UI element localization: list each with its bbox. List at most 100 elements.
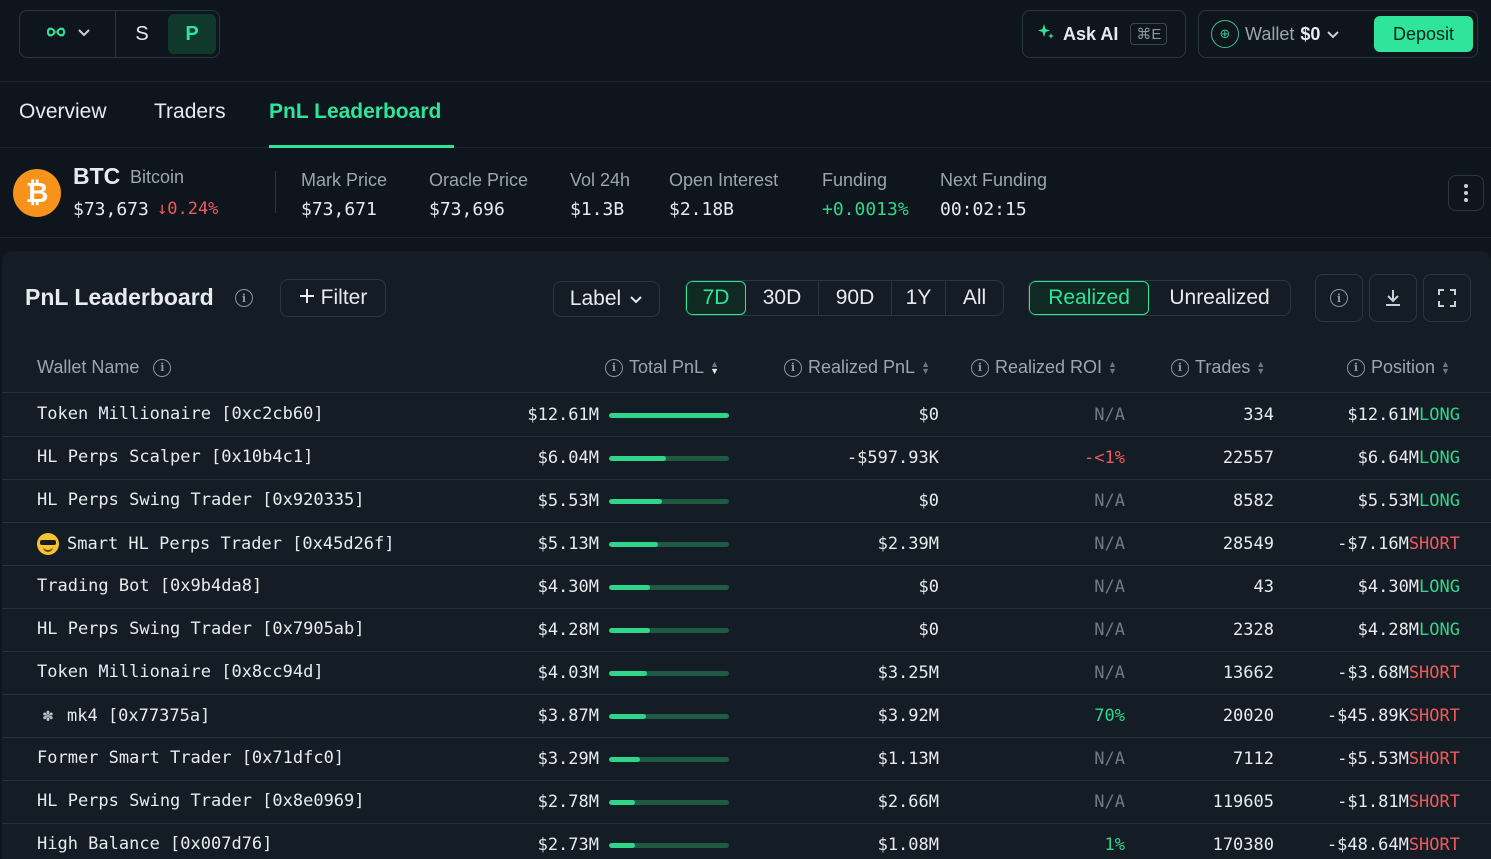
position: $12.61MLONG	[1347, 405, 1460, 425]
position-value: $4.30M	[1357, 577, 1420, 597]
filter-button[interactable]: Filter	[280, 279, 386, 317]
download-button[interactable]	[1369, 274, 1417, 322]
tab-traders[interactable]: Traders	[154, 100, 226, 123]
realized-roi: -<1%	[1084, 448, 1125, 468]
table-row[interactable]: Token Millionaire [0x8cc94d] $4.03M $3.25M…	[2, 652, 1491, 695]
mode-switcher: S P	[19, 10, 220, 58]
top-bar: S P Ask AI ⌘E ⊕ Wallet $0 Deposit	[0, 0, 1491, 82]
mode-spot-button[interactable]: S	[135, 22, 149, 45]
position-side: LONG	[1419, 577, 1460, 597]
chevron-down-icon	[629, 287, 643, 311]
position: -$5.53MSHORT	[1337, 749, 1460, 769]
info-icon[interactable]: i	[605, 358, 623, 377]
stat-open-interest: Open Interest $2.18B	[669, 170, 778, 220]
position-side: SHORT	[1408, 706, 1460, 726]
total-pnl: $3.29M	[537, 749, 599, 769]
position-side: SHORT	[1408, 663, 1460, 683]
position-side: SHORT	[1408, 749, 1460, 769]
col-wallet-name[interactable]: Wallet Name i	[37, 357, 172, 378]
trade-count: 334	[1243, 405, 1274, 425]
pnl-bar	[609, 757, 729, 762]
realized-pnl: $1.08M	[877, 835, 939, 855]
col-total-pnl[interactable]: i Total PnL ▲ ▼	[605, 357, 719, 378]
period-90d[interactable]: 90D	[819, 281, 892, 315]
total-pnl: $6.04M	[537, 448, 599, 468]
col-realized-pnl[interactable]: i Realized PnL ▲ ▼	[784, 357, 930, 378]
wallet-name[interactable]: HL Perps Swing Trader [0x920335]	[37, 490, 365, 510]
trade-count: 170380	[1212, 835, 1274, 855]
wallet-name[interactable]: Trading Bot [0x9b4da8]	[37, 576, 262, 596]
mode-unrealized[interactable]: Unrealized	[1169, 286, 1270, 309]
deposit-button[interactable]: Deposit	[1374, 16, 1473, 52]
info-icon[interactable]: i	[235, 289, 253, 307]
table-row[interactable]: Smart HL Perps Trader [0x45d26f] $5.13M $2…	[2, 523, 1491, 566]
table-row[interactable]: Trading Bot [0x9b4da8] $4.30M $0 N/A 43 $4.30…	[2, 566, 1491, 609]
stat-value: +0.0013%	[822, 199, 909, 220]
wallet-name[interactable]: Smart HL Perps Trader [0x45d26f]	[37, 533, 395, 555]
table-row[interactable]: HL Perps Swing Trader [0x920335] $5.53M $0…	[2, 480, 1491, 523]
col-trades[interactable]: i Trades ▲ ▼	[1171, 357, 1265, 378]
stat-next-funding: Next Funding 00:02:15	[940, 170, 1047, 220]
total-pnl: $5.13M	[537, 534, 599, 554]
wallet-name[interactable]: High Balance [0x007d76]	[37, 834, 272, 854]
chevron-down-icon	[1326, 24, 1340, 45]
table-row[interactable]: ✽ mk4 [0x77375a] $3.87M $3.92M 70% 20020 -$45.…	[2, 695, 1491, 738]
realized-roi: N/A	[1094, 405, 1125, 425]
stat-volume: Vol 24h $1.3B	[570, 170, 630, 220]
wallet-balance: $0	[1300, 23, 1321, 44]
wallet-name[interactable]: Former Smart Trader [0x71dfc0]	[37, 748, 344, 768]
wallet-name[interactable]: HL Perps Scalper [0x10b4c1]	[37, 447, 313, 467]
stat-value: $2.18B	[669, 199, 735, 220]
panel-title: PnL Leaderboard	[25, 284, 214, 310]
info-icon[interactable]: i	[153, 358, 172, 377]
wallet-name[interactable]: ✽ mk4 [0x77375a]	[37, 705, 210, 727]
label-dropdown[interactable]: Label	[553, 281, 660, 317]
stat-label: Vol 24h	[570, 170, 631, 190]
label-dropdown-text: Label	[569, 287, 622, 310]
info-icon[interactable]: i	[784, 358, 802, 377]
trade-count: 7112	[1233, 749, 1274, 769]
period-all[interactable]: All	[962, 286, 987, 309]
table-row[interactable]: Former Smart Trader [0x71dfc0] $3.29M $1.1…	[2, 738, 1491, 781]
position: -$3.68MSHORT	[1337, 663, 1460, 683]
expand-icon	[1438, 289, 1456, 307]
realized-pnl: $3.25M	[877, 663, 939, 683]
table-row[interactable]: HL Perps Scalper [0x10b4c1] $6.04M -$597.9…	[2, 437, 1491, 480]
app-logo-dropdown[interactable]	[20, 11, 116, 57]
table-row[interactable]: HL Perps Swing Trader [0x8e0969] $2.78M $2…	[2, 781, 1491, 824]
ask-ai-button[interactable]: Ask AI ⌘E	[1022, 10, 1186, 58]
info-icon: i	[1330, 289, 1348, 307]
col-realized-roi[interactable]: i Realized ROI ▲ ▼	[971, 357, 1117, 378]
info-icon[interactable]: i	[971, 358, 989, 377]
trade-count: 119605	[1212, 792, 1274, 812]
trade-count: 28549	[1222, 534, 1274, 554]
wallet-name[interactable]: Token Millionaire [0xc2cb60]	[37, 404, 324, 424]
wallet-name[interactable]: Token Millionaire [0x8cc94d]	[37, 662, 324, 682]
col-position[interactable]: i Position ▲ ▼	[1347, 357, 1450, 378]
info-button[interactable]: i	[1315, 274, 1363, 322]
fullscreen-button[interactable]	[1423, 274, 1471, 322]
mode-perps-button[interactable]: P	[168, 14, 216, 54]
wallet-dropdown[interactable]: ⊕ Wallet $0 Deposit	[1198, 10, 1478, 58]
tab-overview[interactable]: Overview	[19, 100, 107, 123]
info-icon[interactable]: i	[1171, 358, 1189, 377]
pnl-bar-fill	[609, 800, 636, 805]
period-7d[interactable]: 7D	[686, 281, 746, 315]
more-options-button[interactable]	[1448, 175, 1484, 211]
wallet-name-text: High Balance [0x007d76]	[37, 834, 273, 854]
period-30d[interactable]: 30D	[746, 281, 819, 315]
table-row[interactable]: Token Millionaire [0xc2cb60] $12.61M $0 N/A…	[2, 394, 1491, 437]
pnl-bar	[609, 456, 729, 461]
table-row[interactable]: High Balance [0x007d76] $2.73M $1.08M 1% 170…	[2, 824, 1491, 859]
info-icon[interactable]: i	[1347, 358, 1365, 377]
position-value: -$1.81M	[1337, 792, 1409, 812]
stat-label: Open Interest	[669, 170, 779, 190]
wallet-label: Wallet	[1245, 23, 1295, 44]
wallet-name[interactable]: HL Perps Swing Trader [0x7905ab]	[37, 619, 365, 639]
table-row[interactable]: HL Perps Swing Trader [0x7905ab] $4.28M $0…	[2, 609, 1491, 652]
wallet-name[interactable]: HL Perps Swing Trader [0x8e0969]	[37, 791, 365, 811]
sort-icon: ▲ ▼	[710, 358, 719, 376]
mode-realized[interactable]: Realized	[1029, 281, 1150, 315]
tab-pnl-leaderboard[interactable]: PnL Leaderboard	[269, 100, 454, 148]
period-1y[interactable]: 1Y	[892, 281, 946, 315]
